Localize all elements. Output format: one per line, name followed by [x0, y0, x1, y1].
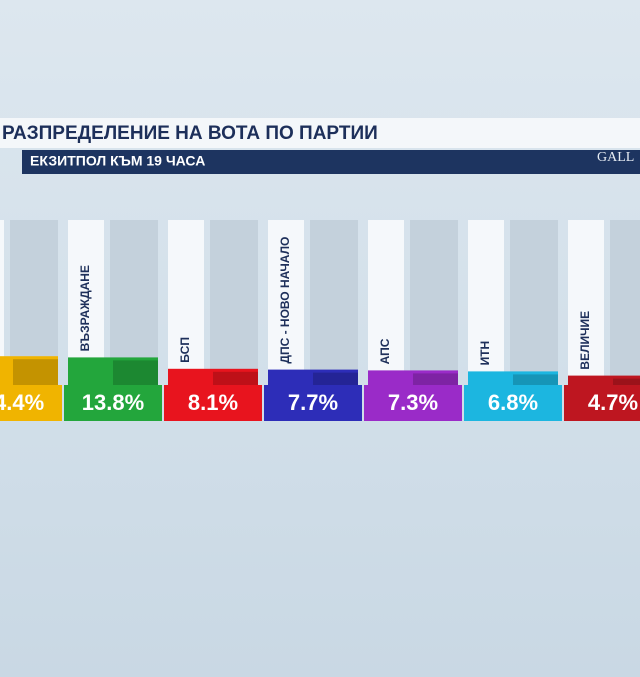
- value-label: 6.8%: [488, 390, 538, 415]
- bar: [568, 375, 640, 385]
- label-strip: [368, 220, 404, 385]
- chart-title: РАЗПРЕДЕЛЕНИЕ НА ВОТА ПО ПАРТИИ: [2, 123, 378, 144]
- label-strip: [568, 220, 604, 385]
- value-box: [0, 385, 62, 421]
- category-label: ВЕЛИЧИЕ: [578, 311, 592, 370]
- value-label: 14.4%: [0, 390, 44, 415]
- value-box: [64, 385, 162, 421]
- label-strip: [168, 220, 204, 385]
- label-strip: [0, 220, 4, 385]
- bar-shade: [13, 359, 58, 385]
- bar-shade: [513, 374, 558, 385]
- label-strip: [268, 220, 304, 385]
- value-label: 13.8%: [82, 390, 144, 415]
- value-box: [164, 385, 262, 421]
- bar-shade: [113, 360, 158, 385]
- bar: [168, 368, 258, 385]
- value-box: [264, 385, 362, 421]
- value-label: 8.1%: [188, 390, 238, 415]
- bar-shade: [213, 371, 258, 385]
- logo: GALL: [597, 150, 634, 165]
- label-strip: [468, 220, 504, 385]
- shade-strip: [310, 220, 358, 385]
- value-label: 7.7%: [288, 390, 338, 415]
- bar: [368, 370, 458, 385]
- bar: [0, 356, 58, 385]
- title-bar: [0, 118, 640, 148]
- value-label: 4.7%: [588, 390, 638, 415]
- value-box: [464, 385, 562, 421]
- category-label: БСП: [178, 337, 192, 363]
- chart-subtitle: ЕКЗИТПОЛ КЪМ 19 ЧАСА: [30, 153, 205, 169]
- subtitle-bar: [22, 150, 640, 174]
- category-label: ДПС - НОВО НАЧАЛО: [278, 237, 292, 364]
- category-label: ВЪЗРАЖДАНЕ: [78, 265, 92, 351]
- bar-shade: [613, 378, 640, 385]
- bar-shade: [413, 373, 458, 385]
- category-label: АПС: [378, 338, 392, 364]
- bar-shade: [313, 372, 358, 385]
- shade-strip: [510, 220, 558, 385]
- shade-strip: [410, 220, 458, 385]
- bar: [268, 369, 358, 385]
- value-box: [564, 385, 640, 421]
- value-label: 7.3%: [388, 390, 438, 415]
- bar: [68, 357, 158, 385]
- category-label: ИТН: [478, 341, 492, 366]
- shade-strip: [210, 220, 258, 385]
- bar: [468, 371, 558, 385]
- value-box: [364, 385, 462, 421]
- shade-strip: [610, 220, 640, 385]
